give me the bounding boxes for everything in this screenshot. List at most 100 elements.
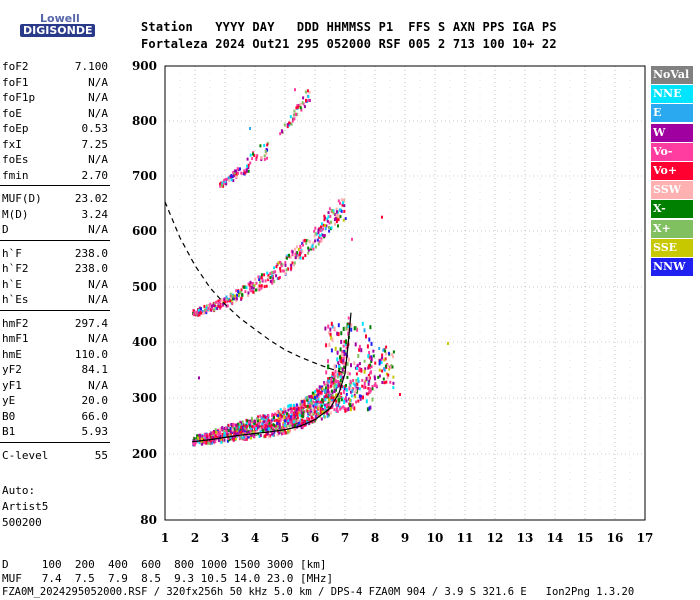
echo-point (251, 425, 254, 429)
echo-point (386, 364, 389, 368)
echo-point (257, 432, 260, 436)
echo-point (201, 442, 204, 446)
echo-point (350, 327, 353, 332)
echo-point (267, 435, 270, 439)
echo-point (291, 424, 294, 428)
echo-point (358, 366, 361, 371)
echo-point (230, 296, 233, 300)
echo-point (392, 375, 395, 379)
echo-point (342, 405, 345, 409)
echo-point (346, 322, 349, 326)
echo-point (249, 433, 251, 437)
echo-point (250, 426, 253, 430)
echo-point (198, 433, 201, 437)
echo-point (275, 427, 277, 431)
echo-point (258, 434, 261, 438)
echo-point (255, 288, 257, 292)
echo-point (302, 256, 305, 260)
y-tick-label: 500 (132, 280, 157, 294)
echo-point (233, 297, 236, 301)
echo-point (259, 280, 261, 284)
echo-point (361, 321, 364, 326)
echo-point (228, 175, 231, 179)
echo-point (256, 426, 259, 430)
echo-point (311, 245, 314, 248)
echo-point (331, 404, 334, 408)
echo-point (213, 440, 216, 444)
echo-point (365, 376, 368, 381)
echo-point (229, 435, 232, 439)
echo-point (333, 218, 336, 222)
echo-point (346, 341, 349, 345)
echo-point (203, 308, 206, 312)
echo-point (287, 422, 290, 425)
echo-point (279, 431, 282, 434)
echo-point (301, 250, 304, 254)
echo-point (356, 382, 359, 386)
echo-point (378, 359, 381, 363)
echo-point (357, 380, 360, 383)
x-tick-label: 10 (427, 531, 444, 545)
param-row: h`F2 238.0 (2, 262, 108, 277)
echo-point (199, 437, 202, 440)
echo-point (265, 152, 268, 156)
echo-point (320, 225, 322, 229)
echo-point (354, 388, 357, 393)
echo-point (279, 410, 282, 414)
echo-point (335, 408, 338, 412)
echo-point (325, 383, 328, 387)
param-value: 238.0 (74, 262, 108, 275)
echo-point (216, 307, 219, 310)
echo-point (335, 393, 337, 397)
echo-point (333, 408, 336, 412)
echo-point (317, 392, 320, 396)
echo-point (370, 365, 373, 369)
echo-point (374, 382, 377, 386)
echo-point (266, 148, 269, 152)
echo-point (347, 328, 350, 331)
echo-point (312, 241, 315, 245)
echo-point (341, 350, 344, 354)
echo-point (345, 326, 348, 331)
echo-point (211, 433, 214, 437)
echo-point (267, 427, 270, 431)
echo-point (245, 164, 248, 168)
echo-point (299, 106, 302, 110)
echo-point (303, 423, 306, 427)
y-tick-label: 80 (140, 513, 157, 527)
echo-point (260, 273, 263, 277)
auto-label: Auto: (2, 484, 36, 497)
echo-point (345, 397, 348, 401)
echo-point (321, 408, 324, 411)
echo-point (378, 362, 381, 366)
echo-point (291, 253, 294, 257)
echo-point (275, 274, 278, 278)
echo-point (304, 405, 307, 409)
echo-point (342, 375, 344, 379)
echo-point (283, 423, 286, 427)
echo-point (335, 210, 338, 214)
echo-point (333, 375, 336, 379)
echo-point (340, 198, 343, 202)
echo-point (252, 420, 255, 423)
echo-point (392, 386, 395, 390)
echo-point (209, 302, 212, 306)
echo-point (311, 243, 314, 247)
echo-point (296, 245, 298, 249)
echo-point (327, 211, 330, 215)
echo-point (290, 415, 293, 419)
echo-point (347, 371, 349, 376)
echo-point (263, 144, 266, 147)
param-row: hmE 110.0 (2, 348, 108, 363)
footer-file-info: FZA0M_2024295052000.RSF / 320fx256h 50 k… (2, 586, 635, 598)
echo-point (383, 381, 386, 385)
echo-point (245, 421, 248, 425)
echo-point (354, 342, 357, 347)
echo-point (345, 392, 348, 396)
echo-point (277, 425, 279, 429)
echo-point (289, 115, 292, 119)
echo-point (347, 397, 350, 401)
echo-point (370, 370, 373, 375)
echo-point (385, 352, 387, 356)
echo-point (342, 356, 345, 360)
